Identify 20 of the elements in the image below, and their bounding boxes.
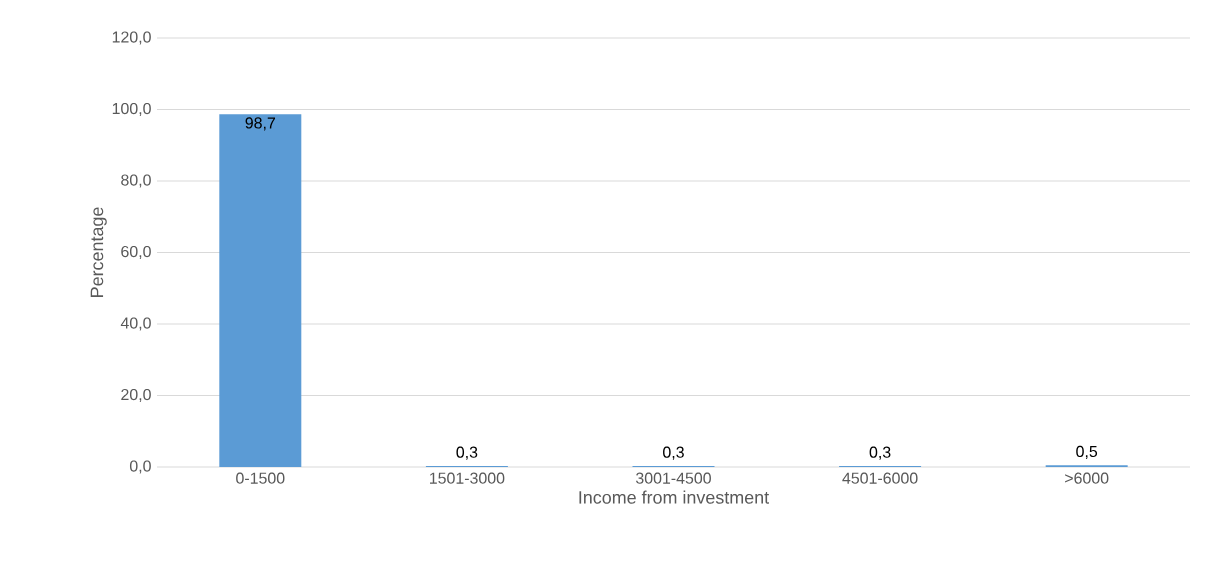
y-tick-label: 120,0 bbox=[112, 31, 151, 45]
y-tick-label: 40,0 bbox=[120, 317, 151, 331]
data-label: 0,3 bbox=[663, 446, 684, 460]
y-tick-label: 60,0 bbox=[121, 245, 151, 260]
y-tick-label: 20,0 bbox=[121, 388, 151, 403]
data-label: 0,3 bbox=[456, 446, 478, 460]
x-tick-label: 4501-6000 bbox=[842, 472, 918, 484]
y-tick-label: 80,0 bbox=[121, 174, 151, 188]
y-tick-label: 100,0 bbox=[112, 102, 151, 117]
data-label: 98,7 bbox=[245, 117, 276, 131]
y-axis-title: Percentage bbox=[90, 207, 107, 297]
x-tick-label: 3001-4500 bbox=[635, 472, 711, 484]
x-tick-label: 0-1500 bbox=[236, 472, 285, 484]
x-tick-label: >6000 bbox=[1065, 472, 1109, 484]
x-tick-label: 1501-3000 bbox=[430, 472, 505, 484]
x-axis-title: Income from investment bbox=[579, 490, 770, 504]
bar bbox=[219, 114, 302, 467]
y-tick-label: 0,0 bbox=[129, 460, 151, 474]
data-label: 0,5 bbox=[1076, 445, 1098, 459]
data-label: 0,3 bbox=[869, 446, 891, 460]
